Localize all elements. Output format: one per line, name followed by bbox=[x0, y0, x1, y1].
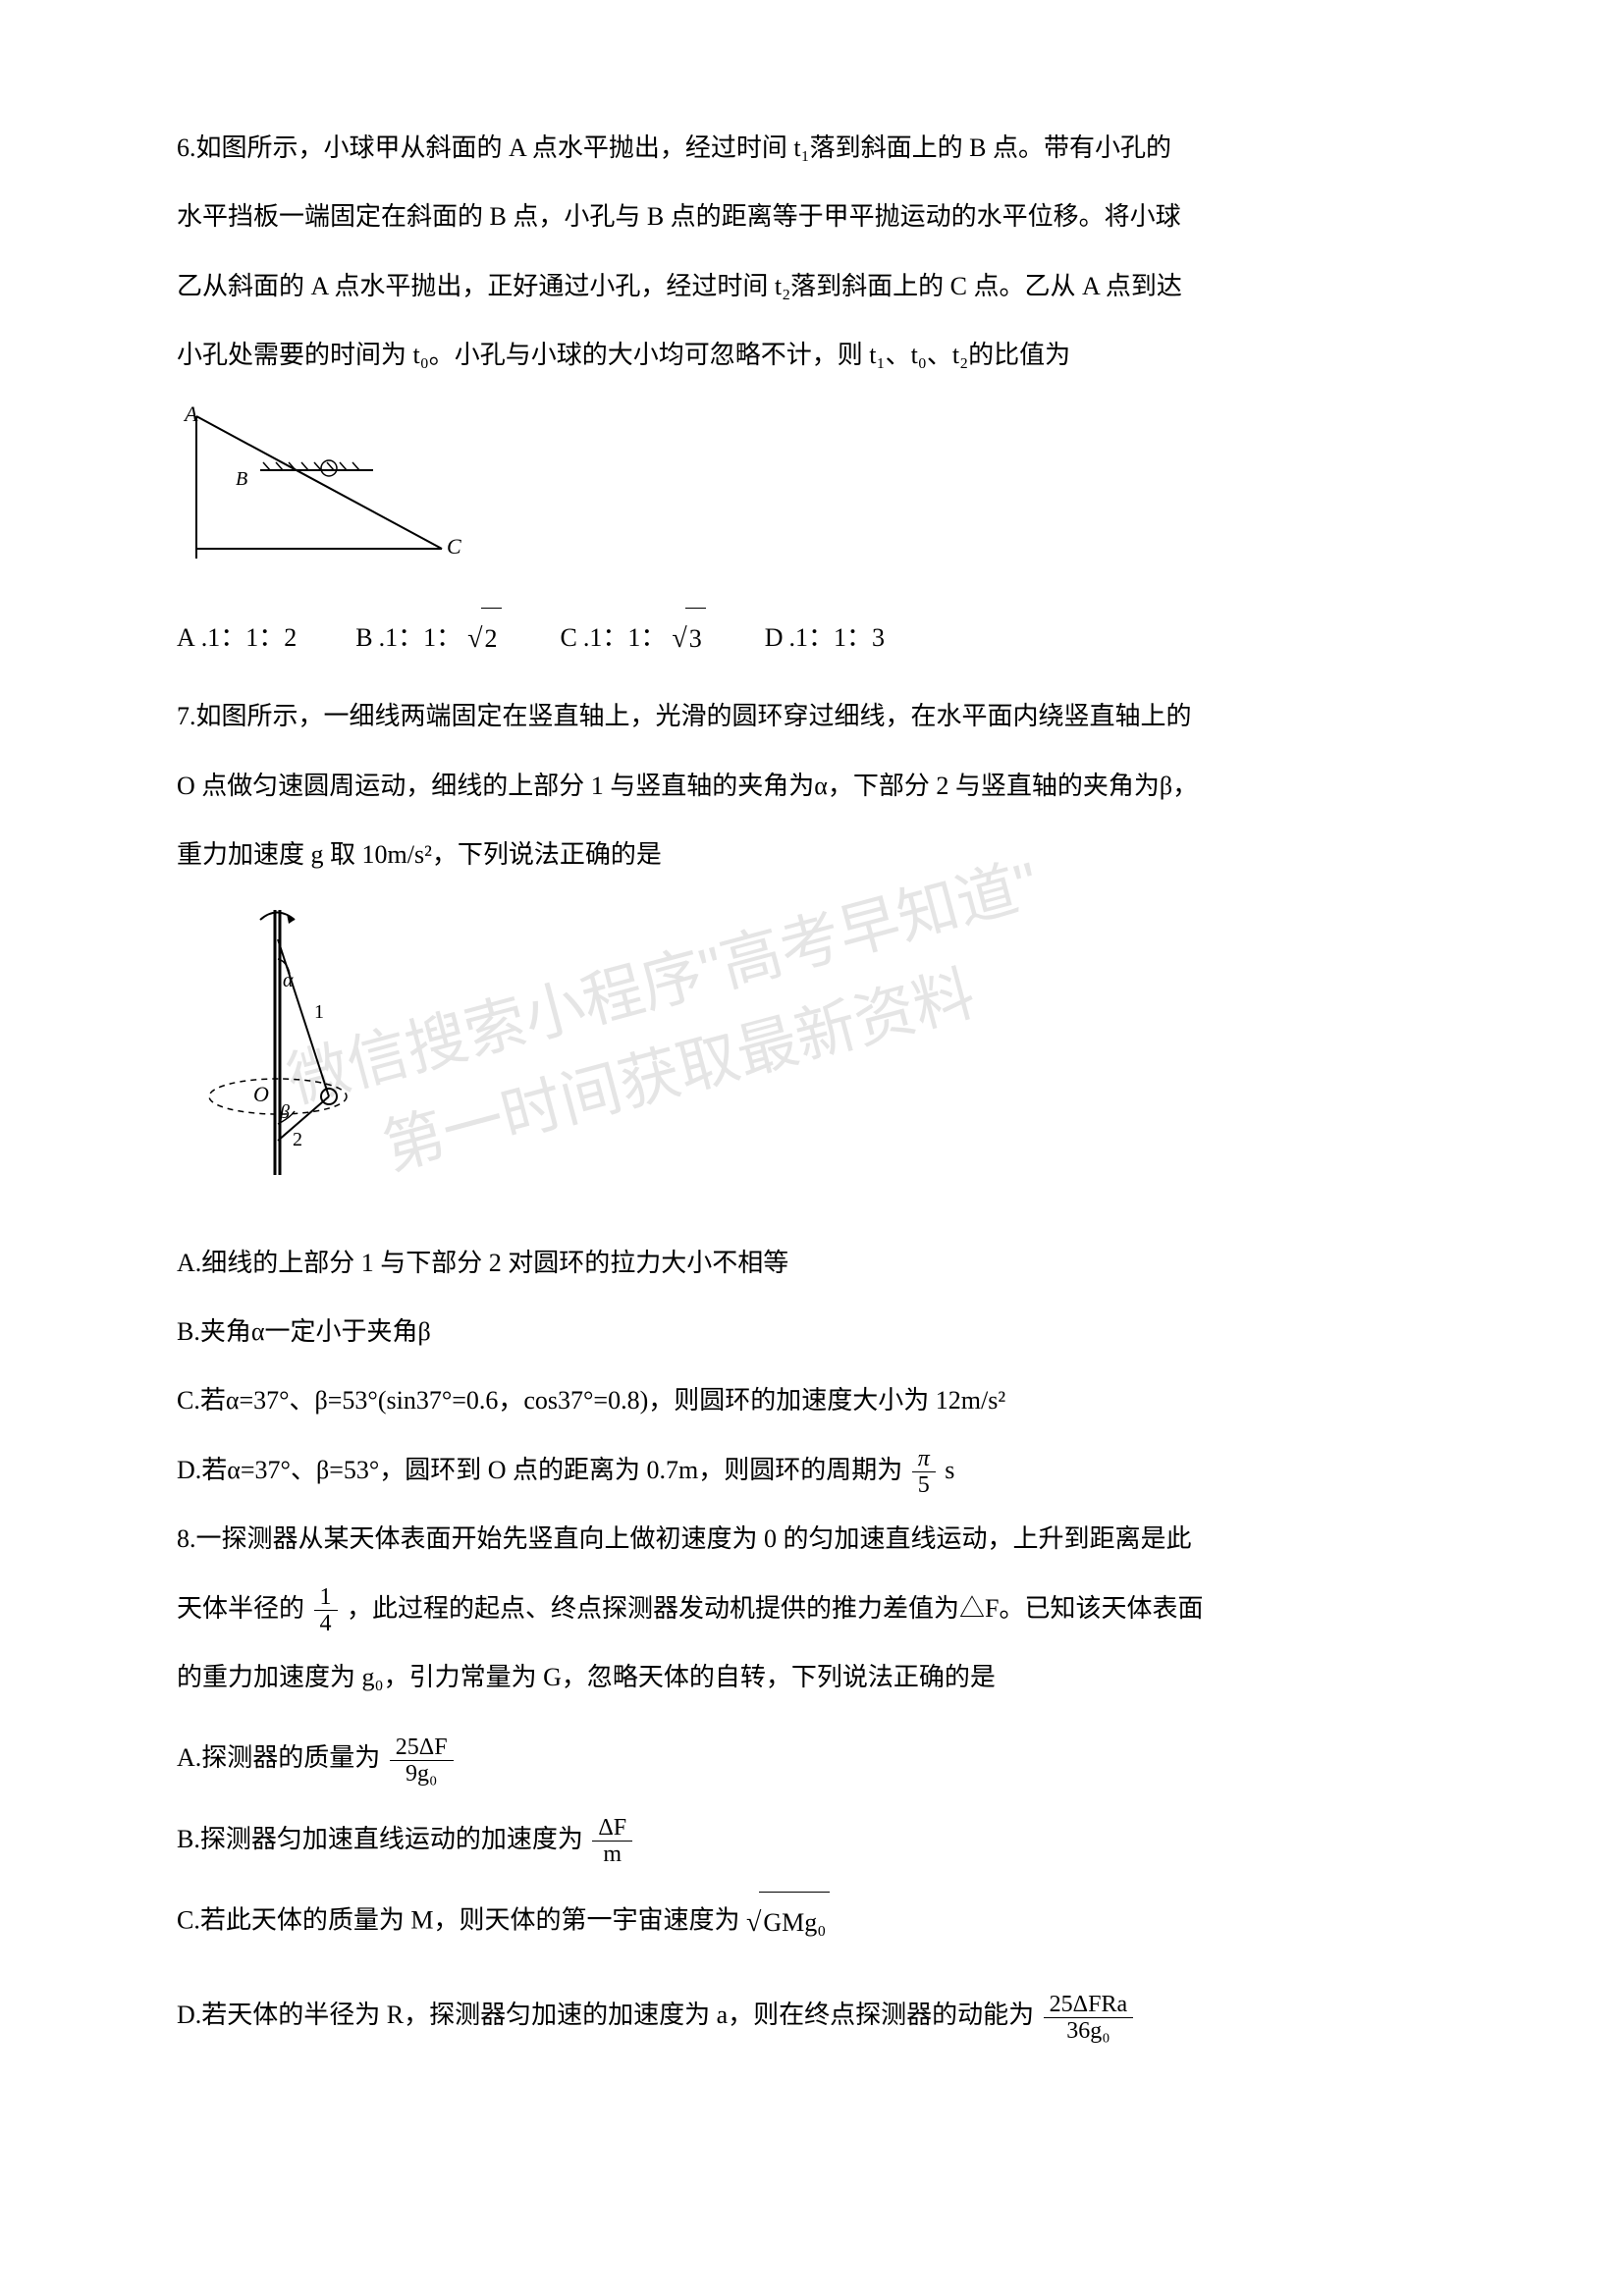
frac-den: 36g₀ bbox=[1060, 2018, 1115, 2044]
q6-diagram: A B C bbox=[177, 401, 1447, 591]
q8-option-a: A.探测器的质量为 25ΔF 9g₀ bbox=[177, 1728, 1447, 1789]
frac-den: 5 bbox=[912, 1472, 936, 1498]
q8-option-b: B.探测器匀加速直线运动的加速度为 ΔF m bbox=[177, 1809, 1447, 1870]
q7d-suffix: s bbox=[945, 1456, 954, 1484]
q7-option-b: B.夹角α一定小于夹角β bbox=[177, 1302, 1447, 1362]
q6-option-c: C.1：1： √3 bbox=[561, 606, 706, 671]
opt-text: .1：1： bbox=[583, 608, 667, 668]
label-o: O bbox=[253, 1082, 269, 1106]
sqrt-val: GMg₀ bbox=[759, 1892, 830, 1953]
q8-text1: 一探测器从某天体表面开始先竖直向上做初速度为 0 的匀加速直线运动，上升到距离是… bbox=[196, 1524, 1192, 1553]
document-content: 6.如图所示，小球甲从斜面的 A 点水平抛出，经过时间 t₁落到斜面上的 B 点… bbox=[177, 118, 1447, 2047]
fraction-icon: π 5 bbox=[912, 1446, 936, 1499]
q7-text1: 如图所示，一细线两端固定在竖直轴上，光滑的圆环穿过细线，在水平面内绕竖直轴上的 bbox=[196, 702, 1192, 730]
frac-den: m bbox=[597, 1842, 627, 1867]
q8-line3: 的重力加速度为 g₀，引力常量为 G，忽略天体的自转，下列说法正确的是 bbox=[177, 1647, 1447, 1708]
fraction-icon: 25ΔF 9g₀ bbox=[390, 1735, 454, 1788]
frac-num: 25ΔFRa bbox=[1044, 1992, 1133, 2018]
q7-option-c: C.若α=37°、β=53°(sin37°=0.6，cos37°=0.8)，则圆… bbox=[177, 1370, 1447, 1431]
q6-line2: 水平挡板一端固定在斜面的 B 点，小孔与 B 点的距离等于甲平抛运动的水平位移。… bbox=[177, 187, 1447, 247]
frac-den: 9g₀ bbox=[400, 1761, 443, 1787]
q8-option-c: C.若此天体的质量为 M，则天体的第一宇宙速度为 √GMg₀ bbox=[177, 1890, 1447, 1955]
frac-den: 4 bbox=[314, 1611, 338, 1636]
q6-line4: 小孔处需要的时间为 t₀。小孔与小球的大小均可忽略不计，则 t₁、t₀、t₂的比… bbox=[177, 325, 1447, 386]
q8-line1: 8.一探测器从某天体表面开始先竖直向上做初速度为 0 的匀加速直线运动，上升到距… bbox=[177, 1509, 1447, 1570]
frac-num: 1 bbox=[314, 1584, 338, 1611]
q7-diagram: 1 α 2 β O bbox=[177, 900, 1447, 1217]
opt-label: D bbox=[765, 608, 784, 668]
label-b: B bbox=[236, 468, 247, 490]
opt-text: .1：1：3 bbox=[789, 608, 886, 668]
sqrt-val: 2 bbox=[481, 608, 502, 669]
q8-option-d: D.若天体的半径为 R，探测器匀加速的加速度为 a，则在终点探测器的动能为 25… bbox=[177, 1985, 1447, 2046]
q6-option-b: B.1：1： √2 bbox=[355, 606, 501, 671]
q8b-prefix: B.探测器匀加速直线运动的加速度为 bbox=[177, 1825, 583, 1853]
q6-line3: 乙从斜面的 A 点水平抛出，正好通过小孔，经过时间 t₂落到斜面上的 C 点。乙… bbox=[177, 256, 1447, 317]
fraction-icon: 1 4 bbox=[314, 1584, 338, 1637]
label-beta: β bbox=[279, 1101, 290, 1123]
q8-l2-suffix: ，此过程的起点、终点探测器发动机提供的推力差值为△F。已知该天体表面 bbox=[347, 1594, 1203, 1623]
q8a-prefix: A.探测器的质量为 bbox=[177, 1743, 380, 1772]
fraction-icon: ΔF m bbox=[592, 1815, 632, 1868]
q6-options: A.1：1：2 B.1：1： √2 C.1：1： √3 D.1：1：3 bbox=[177, 606, 1447, 671]
q8-line2: 天体半径的 1 4 ，此过程的起点、终点探测器发动机提供的推力差值为△F。已知该… bbox=[177, 1578, 1447, 1639]
sqrt-icon: √GMg₀ bbox=[746, 1890, 830, 1955]
q6-option-a: A.1：1：2 bbox=[177, 606, 297, 671]
q7d-prefix: D.若α=37°、β=53°，圆环到 O 点的距离为 0.7m，则圆环的周期为 bbox=[177, 1456, 902, 1484]
sqrt-val: 3 bbox=[685, 608, 706, 669]
q7-number: 7 bbox=[177, 702, 189, 730]
frac-num: ΔF bbox=[592, 1815, 632, 1842]
q7-line2: O 点做匀速圆周运动，细线的上部分 1 与竖直轴的夹角为α，下部分 2 与竖直轴… bbox=[177, 756, 1447, 817]
q8-number: 8 bbox=[177, 1524, 189, 1553]
q7-line1: 7.如图所示，一细线两端固定在竖直轴上，光滑的圆环穿过细线，在水平面内绕竖直轴上… bbox=[177, 686, 1447, 747]
q6-option-d: D.1：1：3 bbox=[765, 606, 885, 671]
q8c-prefix: C.若此天体的质量为 M，则天体的第一宇宙速度为 bbox=[177, 1906, 739, 1935]
q7-line3: 重力加速度 g 取 10m/s²，下列说法正确的是 bbox=[177, 825, 1447, 885]
q6-number: 6 bbox=[177, 133, 189, 162]
opt-label: A bbox=[177, 608, 195, 668]
sqrt-icon: √3 bbox=[672, 606, 705, 671]
opt-text: .1：1：2 bbox=[201, 608, 298, 668]
sqrt-icon: √2 bbox=[467, 606, 501, 671]
q7-option-a: A.细线的上部分 1 与下部分 2 对圆环的拉力大小不相等 bbox=[177, 1233, 1447, 1294]
label-c: C bbox=[447, 534, 461, 559]
q7-option-d: D.若α=37°、β=53°，圆环到 O 点的距离为 0.7m，则圆环的周期为 … bbox=[177, 1440, 1447, 1501]
frac-num: π bbox=[912, 1446, 936, 1472]
fraction-icon: 25ΔFRa 36g₀ bbox=[1044, 1992, 1133, 2045]
q8-l2-prefix: 天体半径的 bbox=[177, 1594, 304, 1623]
q6-line1: 6.如图所示，小球甲从斜面的 A 点水平抛出，经过时间 t₁落到斜面上的 B 点… bbox=[177, 118, 1447, 179]
q8d-prefix: D.若天体的半径为 R，探测器匀加速的加速度为 a，则在终点探测器的动能为 bbox=[177, 2001, 1034, 2029]
frac-num: 25ΔF bbox=[390, 1735, 454, 1761]
label-1: 1 bbox=[314, 1001, 324, 1023]
opt-label: C bbox=[561, 608, 577, 668]
opt-text: .1：1： bbox=[379, 608, 462, 668]
opt-label: B bbox=[355, 608, 372, 668]
label-2: 2 bbox=[293, 1129, 302, 1150]
q6-text1: 如图所示，小球甲从斜面的 A 点水平抛出，经过时间 t₁落到斜面上的 B 点。带… bbox=[196, 133, 1171, 162]
label-alpha: α bbox=[283, 970, 294, 991]
